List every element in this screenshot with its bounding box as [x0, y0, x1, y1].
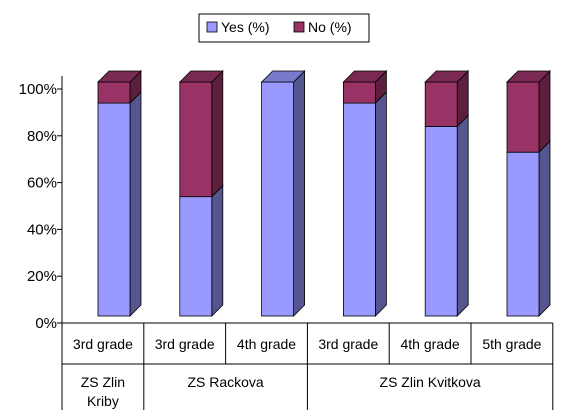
bar-no — [342, 81, 376, 104]
y-tick-label: 60% — [27, 175, 57, 192]
group-label: ZS Rackova — [187, 374, 263, 390]
bar-top-face — [424, 70, 470, 83]
bar-stack — [424, 70, 470, 317]
bar-no-side — [211, 70, 224, 198]
y-tick-label: 100% — [19, 81, 57, 98]
legend-label-yes: Yes (%) — [221, 19, 270, 35]
bar-yes-side — [456, 114, 469, 317]
group-label-line: ZS Zlin — [81, 374, 125, 390]
bar-yes-side — [538, 140, 551, 317]
bar-no — [97, 81, 131, 104]
bar-stack — [178, 70, 224, 317]
bar-no — [179, 81, 213, 198]
category-label: 3rd grade — [73, 336, 133, 352]
group-label: ZS Zlin Kriby — [81, 374, 125, 409]
y-tick-label: 80% — [27, 128, 57, 145]
bar-yes — [97, 102, 131, 317]
legend-swatch-yes — [206, 21, 218, 33]
category-label: 3rd grade — [155, 336, 215, 352]
bar-yes — [424, 126, 458, 317]
group-label: ZS Zlin Kvitkova — [380, 374, 481, 390]
legend-label-no: No (%) — [308, 19, 352, 35]
bar-top-face — [342, 70, 388, 83]
bar-stack — [342, 70, 388, 317]
y-tick-label: 0% — [35, 315, 57, 332]
bar-yes — [506, 151, 540, 317]
bars — [97, 70, 551, 317]
bar-top-face — [506, 70, 551, 83]
category-axis: 3rd grade 3rd grade 4th grade 3rd grade 4th … — [61, 322, 554, 410]
bar-yes-side — [374, 91, 387, 317]
category-label: 4th grade — [237, 336, 296, 352]
legend-swatch-no — [293, 21, 305, 33]
bar-yes-side — [129, 91, 142, 317]
category-label: 5th grade — [482, 336, 541, 352]
group-label-line: Kriby — [87, 393, 119, 409]
bar-top-face — [178, 70, 224, 83]
legend-box — [198, 13, 370, 43]
bar-yes-side — [211, 184, 224, 317]
bar-yes — [261, 81, 295, 317]
y-tick-label: 40% — [27, 221, 57, 238]
category-label: 4th grade — [401, 336, 460, 352]
bar-no — [424, 81, 458, 127]
y-tick-label: 20% — [27, 268, 57, 285]
bar-top-face — [260, 70, 306, 83]
bar-no-side — [538, 70, 551, 154]
bar-top-face — [97, 70, 142, 83]
bar-no — [506, 81, 540, 153]
group-label-line: ZS Zlin Kvitkova — [380, 374, 481, 390]
category-label: 3rd grade — [318, 336, 378, 352]
bar-stack — [260, 70, 306, 317]
bar-yes-side — [293, 70, 306, 317]
bar-yes — [179, 196, 213, 317]
bar-yes — [342, 102, 376, 317]
bar-stack — [97, 70, 142, 317]
axes: 0% 20% 40% 60% 80% 100% — [19, 76, 63, 332]
group-label-line: ZS Rackova — [187, 374, 263, 390]
legend: Yes (%) No (%) — [198, 13, 370, 43]
bar-stack — [506, 70, 551, 317]
